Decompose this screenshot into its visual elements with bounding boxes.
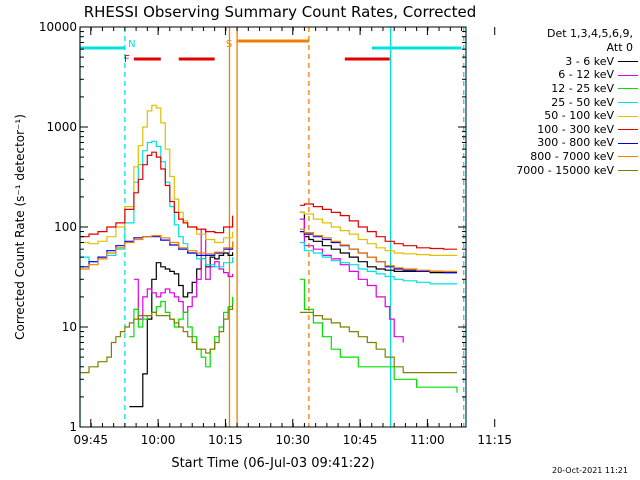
legend-label: 100 - 300 keV [537, 122, 614, 136]
series-line-3 [129, 296, 234, 368]
series-line-8 [299, 228, 457, 272]
legend-entry: 300 - 800 keV [478, 136, 638, 151]
series-line-2 [299, 218, 404, 343]
x-tick-label: 10:00 [141, 433, 176, 447]
x-tick-label: 10:30 [275, 433, 310, 447]
legend-entries: 3 - 6 keV 6 - 12 keV 12 - 25 keV 25 - 50 ke… [478, 55, 638, 177]
legend-label: 800 - 7000 keV [530, 149, 614, 163]
chart-title: RHESSI Observing Summary Count Rates, Co… [84, 3, 477, 21]
legend-entry: 25 - 50 keV [478, 96, 638, 110]
x-tick-label: 11:00 [410, 433, 445, 447]
series-line-5 [80, 104, 234, 245]
legend-label: 300 - 800 keV [537, 136, 614, 150]
series-line-1 [129, 252, 234, 408]
x-tick-label: 09:45 [73, 433, 108, 447]
series-line-9 [80, 304, 234, 374]
legend-swatch [618, 88, 638, 90]
x-tick-label: 11:15 [477, 433, 512, 447]
legend-entry: 800 - 7000 keV [478, 150, 638, 164]
series-group [80, 104, 458, 408]
legend-swatch [618, 170, 638, 172]
y-tick-label: 10000 [39, 20, 77, 34]
legend-title-line-2: Att 0 [606, 41, 633, 54]
series-line-1 [299, 211, 457, 274]
vertical-markers [79, 27, 465, 427]
y-tick-label: 100 [54, 220, 77, 234]
legend-swatch [618, 74, 638, 76]
series-line-3 [299, 278, 458, 393]
plot-frame [79, 26, 467, 428]
annotation-bars: NF S [80, 39, 462, 65]
legend-entry: 100 - 300 keV [478, 123, 638, 137]
legend-label: 3 - 6 keV [565, 54, 614, 68]
legend-entry: 3 - 6 keV [478, 55, 638, 69]
legend-entry: 50 - 100 keV [478, 109, 638, 123]
legend-label: 50 - 100 keV [544, 109, 614, 123]
legend-entry: 12 - 25 keV [478, 82, 638, 96]
legend-swatch [618, 156, 638, 158]
y-axis-ticks: 1 10 100 1000 10000 [39, 20, 466, 434]
legend-label: 12 - 25 keV [551, 81, 614, 95]
x-axis-label: Start Time (06-Jul-03 09:41:22) [171, 456, 374, 471]
x-tick-label: 10:45 [343, 433, 378, 447]
x-axis-ticks: 09:45 10:00 10:15 10:30 10:45 11:00 11:15 [73, 27, 512, 447]
legend: Det 1,3,4,5,6,9, Att 0 3 - 6 keV 6 - 12 k… [478, 27, 638, 177]
legend-swatch [618, 61, 638, 63]
legend-swatch [618, 102, 638, 104]
legend-label: 6 - 12 keV [558, 68, 614, 82]
series-line-9 [299, 311, 457, 374]
series-line-8 [80, 235, 234, 270]
x-tick-label: 10:15 [208, 433, 243, 447]
render-timestamp: 20-Oct-2021 11:21 [552, 466, 628, 475]
series-line-6 [80, 151, 234, 238]
y-tick-label: 10 [62, 320, 77, 334]
legend-label: 7000 - 15000 keV [516, 163, 614, 177]
series-line-5 [299, 211, 457, 256]
annotation-label-n: N [128, 39, 135, 50]
annotation-label-f: F [124, 54, 130, 65]
legend-swatch [618, 115, 638, 117]
series-line-4 [80, 140, 234, 268]
legend-label: 25 - 50 keV [551, 95, 614, 109]
legend-title-line-1: Det 1,3,4,5,6,9, [546, 27, 633, 40]
y-tick-label: 1 [69, 420, 77, 434]
series-line-4 [299, 241, 457, 285]
legend-swatch [618, 129, 638, 131]
annotation-label-s: S [226, 39, 232, 50]
y-axis-label: Corrected Count Rate (s⁻¹ detector⁻¹) [13, 114, 27, 340]
y-tick-label: 1000 [46, 120, 77, 134]
legend-entry: 7000 - 15000 keV [478, 164, 638, 178]
legend-swatch [618, 142, 638, 144]
legend-entry: 6 - 12 keV [478, 68, 638, 83]
series-line-6 [299, 203, 457, 250]
